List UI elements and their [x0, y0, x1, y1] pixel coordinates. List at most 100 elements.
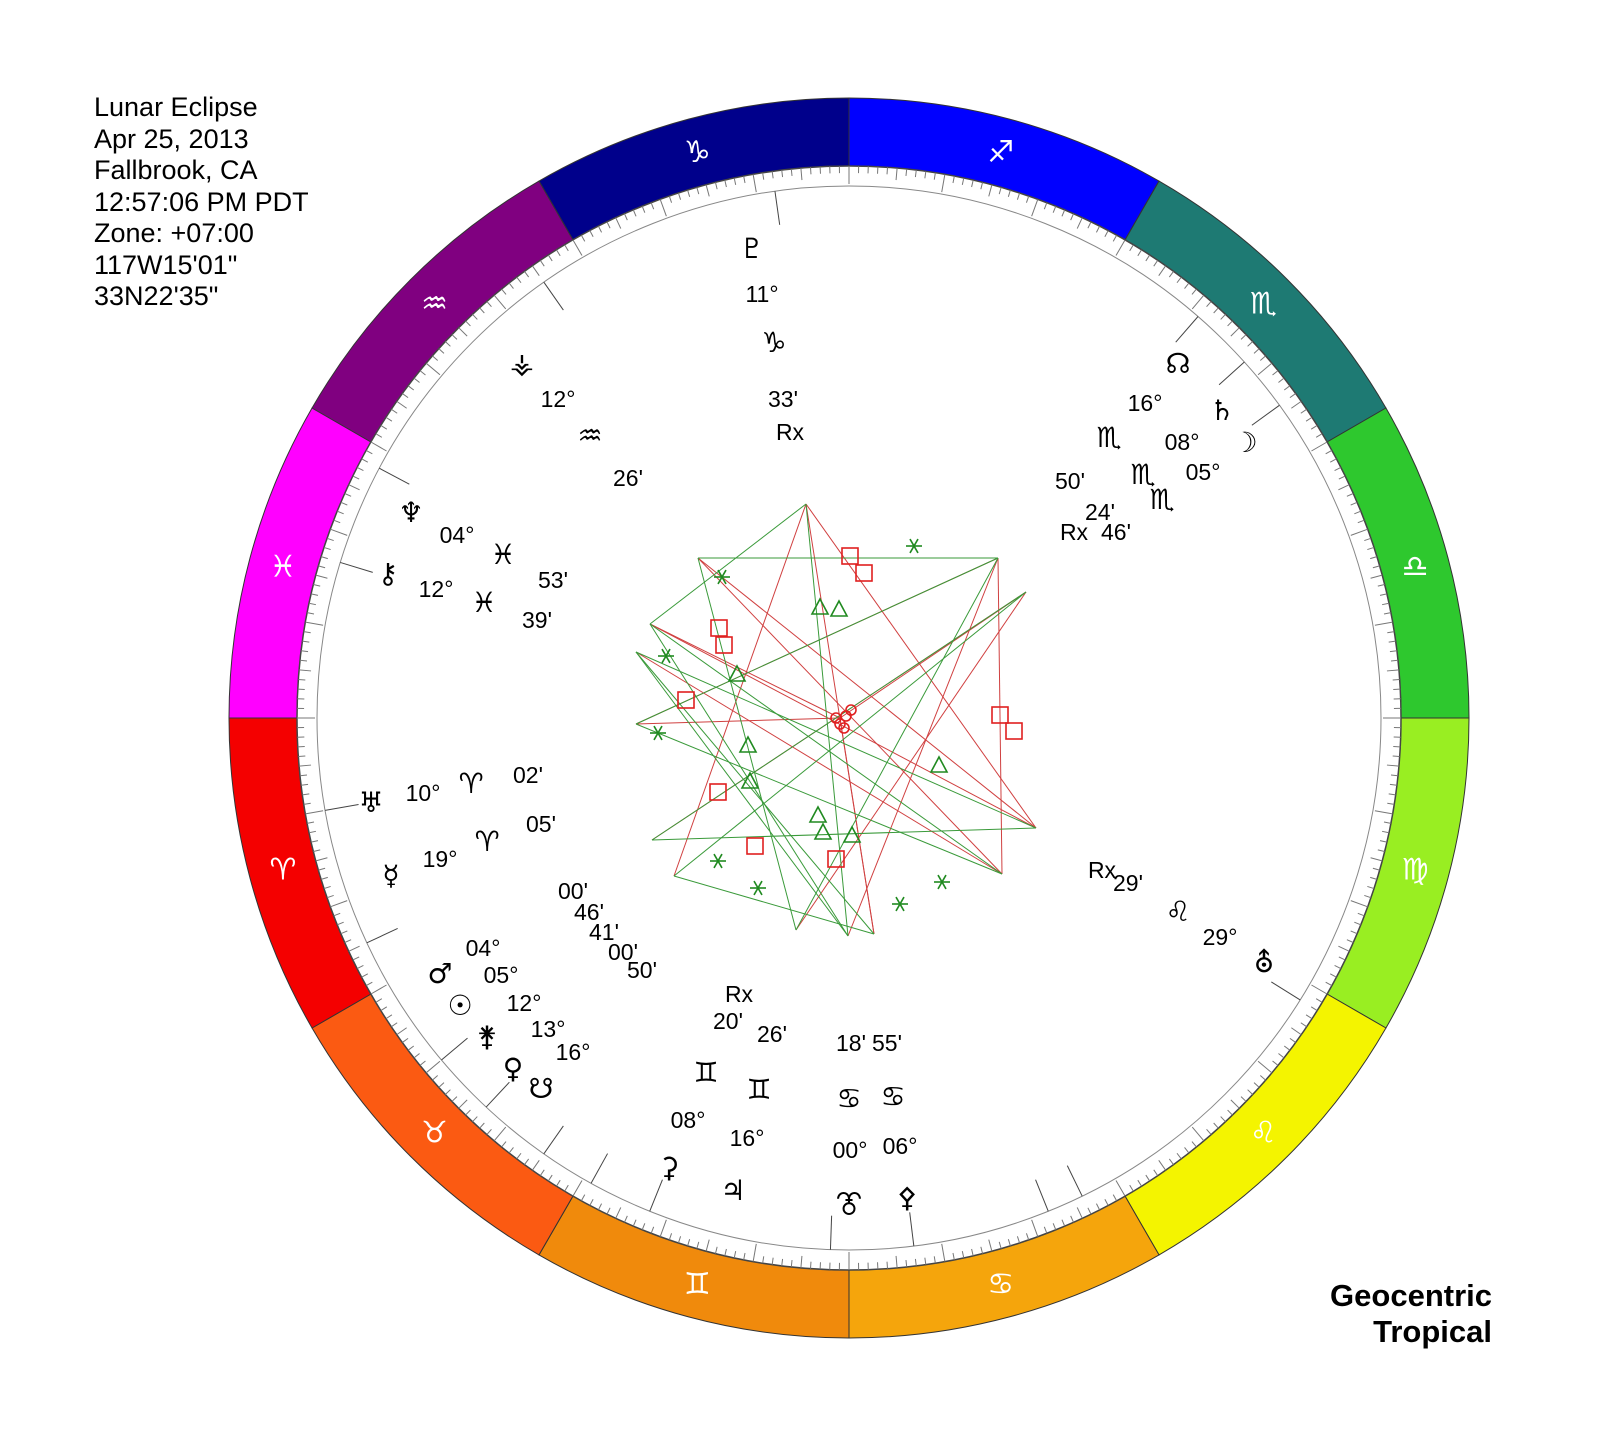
degree-tick	[971, 180, 974, 188]
degree-tick	[1300, 1022, 1307, 1028]
degree-tick	[1025, 1233, 1030, 1241]
aspect-line-green	[649, 503, 807, 625]
conjunction-aspect-icon	[838, 722, 850, 734]
degree-tick	[1338, 945, 1350, 952]
degree-tick	[1087, 221, 1092, 229]
capricorn-icon: ♑	[684, 135, 711, 170]
degree-tick	[961, 1250, 965, 1259]
degree-tick	[1346, 939, 1354, 943]
degree-tick	[465, 1109, 471, 1116]
degree-tick	[380, 1006, 388, 1011]
degree-tick	[1364, 537, 1372, 542]
trine-aspect-icon	[738, 735, 758, 753]
degree-tick	[1278, 377, 1285, 383]
degree-tick	[1374, 621, 1393, 626]
degree-tick	[1388, 640, 1396, 643]
conjunction-aspect-icon	[834, 718, 846, 730]
square-aspect-icon	[709, 783, 727, 801]
scorpio-min-2-icon: ♏	[1130, 458, 1155, 491]
planet-pointer	[590, 1153, 609, 1184]
degree-tick	[402, 393, 409, 399]
degree-tick	[998, 1241, 1002, 1249]
degree-tick	[941, 1243, 946, 1262]
aspect-line-red	[697, 557, 1003, 875]
chart-info: Lunar Eclipse Apr 25, 2013 Fallbrook, CA…	[94, 92, 309, 313]
degree-tick	[1253, 348, 1260, 354]
jupiter-min-label: 26'	[757, 1021, 787, 1047]
degree-tick	[668, 195, 673, 203]
degree-tick	[1357, 519, 1365, 524]
degree-tick	[1158, 265, 1167, 276]
degree-tick	[1350, 528, 1368, 536]
aspect-line-green	[805, 503, 849, 937]
degree-tick	[589, 230, 594, 238]
sextile-aspect-icon	[714, 569, 730, 585]
degree-tick	[493, 1126, 507, 1142]
ceres-icon: ⚳	[659, 1151, 680, 1184]
trine-aspect-icon	[929, 755, 949, 773]
fortune-retro-label: Rx	[1088, 857, 1117, 883]
degree-tick	[302, 793, 310, 796]
aspect-line-red	[839, 717, 875, 935]
chiron-sign-icon: ♓	[471, 586, 496, 619]
degree-tick	[771, 171, 774, 179]
degree-tick	[308, 602, 317, 606]
degree-tick	[1372, 565, 1380, 569]
degree-tick	[356, 466, 364, 472]
taurus-min-3-label: 41'	[589, 919, 619, 945]
degree-tick	[1377, 849, 1385, 853]
taurus-min-2-label: 46'	[574, 899, 604, 925]
degree-tick	[1168, 271, 1174, 278]
ceres-retro-label: Rx	[725, 981, 754, 1007]
pluto-icon: ♇	[739, 232, 764, 265]
degree-tick	[370, 984, 387, 995]
planet-pointer	[1066, 1165, 1083, 1197]
planet-pointer	[543, 281, 564, 311]
tick-inner-circle	[316, 185, 1382, 1251]
jupiter-icon: ♃	[720, 1174, 745, 1207]
aspect-line-green	[635, 651, 875, 935]
scorpio-retro-label: Rx	[1060, 519, 1089, 545]
scorpio-min-3-icon: ♏	[1149, 483, 1174, 516]
degree-tick	[1272, 1060, 1279, 1066]
degree-tick	[1289, 393, 1296, 399]
degree-tick	[1230, 327, 1240, 337]
trine-aspect-icon	[740, 771, 760, 789]
pluto-min-label: 33'	[768, 386, 798, 412]
degree-tick	[385, 1014, 393, 1020]
chart-latitude: 33N22'35"	[94, 281, 219, 311]
trine-aspect-icon	[842, 825, 862, 843]
degree-tick	[659, 1219, 667, 1237]
degree-tick	[597, 1203, 603, 1211]
degree-tick	[299, 669, 312, 672]
degree-tick	[606, 1207, 611, 1215]
degree-tick	[1338, 484, 1350, 491]
degree-tick	[1386, 764, 1399, 767]
degree-tick	[380, 425, 388, 430]
degree-tick	[924, 1257, 927, 1265]
degree-tick	[1390, 774, 1399, 777]
saturn-label: 08°	[1165, 429, 1200, 455]
degree-tick	[326, 894, 334, 899]
degree-tick	[724, 1248, 727, 1256]
degree-tick	[432, 1075, 439, 1081]
degree-tick	[337, 921, 344, 926]
pallas-icon: ⚴	[897, 1181, 918, 1214]
sextile-aspect-icon	[906, 538, 922, 554]
degree-tick	[1389, 783, 1397, 786]
planet-pointer	[774, 191, 781, 225]
degree-tick	[1168, 1158, 1174, 1165]
degree-tick	[924, 171, 927, 179]
degree-tick	[356, 964, 364, 970]
sagittarius-icon: ♐	[987, 135, 1014, 170]
degree-tick	[352, 956, 360, 961]
aspect-line-red	[795, 591, 1027, 931]
degree-tick	[905, 168, 908, 177]
degree-tick	[1137, 1179, 1142, 1187]
degree-tick	[302, 640, 310, 643]
degree-tick	[1145, 1174, 1151, 1182]
degree-tick	[299, 764, 312, 767]
moon-label: 05°	[1186, 459, 1221, 485]
degree-tick	[1176, 276, 1182, 284]
chiron-sign-label: 39'	[522, 607, 552, 633]
